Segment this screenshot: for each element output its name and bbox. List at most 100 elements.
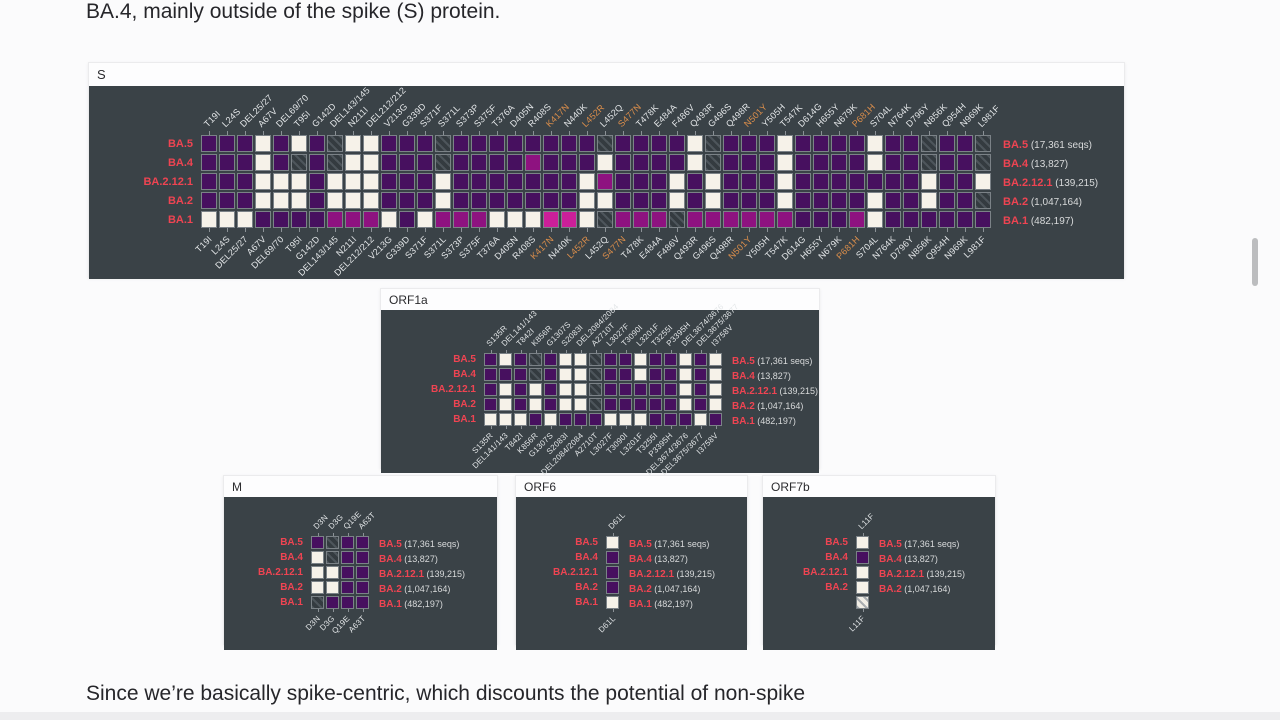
- tick-mark: [362, 533, 364, 536]
- heatmap-cell: [356, 536, 369, 549]
- heatmap-cell: [561, 211, 577, 228]
- heatmap-cell: [903, 192, 919, 209]
- tick-mark: [641, 228, 642, 232]
- heatmap-cell: [311, 596, 324, 609]
- heatmap-cell: [219, 192, 235, 209]
- row-label-right: BA.2.12.1 (139,215): [732, 381, 818, 399]
- heatmap-cell: [856, 581, 869, 594]
- tick-mark: [929, 131, 930, 135]
- heatmap-cell: [507, 154, 523, 171]
- heatmap-s: T19I L24S DEL25/27 A67V DEL69/70 T95I G142D DEL…: [89, 85, 1124, 279]
- heatmap-cell: [597, 135, 613, 152]
- tick-mark: [569, 228, 570, 232]
- heatmap-cell: [309, 211, 325, 228]
- tick-mark: [317, 533, 319, 536]
- heatmap-cell: [597, 192, 613, 209]
- bottom-bar: [0, 712, 1280, 720]
- heatmap-cell: [273, 135, 289, 152]
- tick-mark: [299, 228, 300, 232]
- heatmap-cell: [273, 154, 289, 171]
- tick-mark: [497, 228, 498, 232]
- heatmap-cell: [417, 192, 433, 209]
- heatmap-cell: [723, 154, 739, 171]
- row-label-name: BA.1: [629, 598, 652, 610]
- heatmap-cell: [219, 154, 235, 171]
- heatmap-cell: [453, 135, 469, 152]
- heatmap-cell: [856, 536, 869, 549]
- column-labels-top: S135R DEL141/143 T842I K856R G1307S S2083I DEL…: [381, 302, 819, 350]
- tick-mark: [389, 228, 390, 232]
- tick-mark: [520, 350, 522, 353]
- heatmap-cell: [453, 211, 469, 228]
- scrollbar-thumb[interactable]: [1252, 238, 1258, 286]
- row-label-name: BA.5: [629, 538, 652, 550]
- heatmap-cell: [341, 596, 354, 609]
- tick-mark: [245, 131, 246, 135]
- heatmap-cell: [453, 154, 469, 171]
- heatmap-cell: [795, 211, 811, 228]
- heatmap-cell: [634, 413, 647, 426]
- tick-mark: [685, 426, 687, 429]
- heatmap-cell: [634, 383, 647, 396]
- heatmap-row: [763, 596, 995, 609]
- heatmap-cell: [694, 398, 707, 411]
- heatmap-row: BA.2 BA.2 (1,047,164): [89, 192, 1124, 209]
- heatmap-cell: [574, 368, 587, 381]
- heatmap-cell: [255, 173, 271, 190]
- row-label-right: BA.2 (1,047,164): [1003, 192, 1082, 210]
- heatmap-cell: [399, 135, 415, 152]
- heatmap-row: BA.1 BA.1 (482,197): [89, 211, 1124, 228]
- heatmap-cell: [499, 368, 512, 381]
- heatmap-cell: [309, 135, 325, 152]
- heatmap-orf6: D61L BA.5 BA.5 (17,361 seqs) BA.4 BA.4 (13,8…: [516, 497, 747, 650]
- tick-mark: [749, 228, 750, 232]
- row-label-name: BA.5: [379, 538, 402, 550]
- heatmap-cell: [597, 154, 613, 171]
- heatmap-cell: [709, 368, 722, 381]
- tick-mark: [655, 426, 657, 429]
- tick-mark: [857, 228, 858, 232]
- column-labels-bottom: L11F: [763, 612, 995, 650]
- row-label-right: BA.5 (17,361 seqs): [732, 351, 812, 369]
- tick-mark: [767, 228, 768, 232]
- heatmap-cell: [759, 173, 775, 190]
- heatmap-cell: [634, 398, 647, 411]
- heatmap-cell: [723, 135, 739, 152]
- tick-mark: [965, 228, 966, 232]
- heatmap-cell: [679, 368, 692, 381]
- heatmap-cell: [327, 154, 343, 171]
- tick-mark: [785, 228, 786, 232]
- heatmap-cell: [856, 566, 869, 579]
- row-sequence-count: (13,827): [401, 553, 438, 564]
- heatmap-cell: [849, 135, 865, 152]
- row-sequence-count: (482,197): [1028, 215, 1074, 227]
- heatmap-cell: [499, 413, 512, 426]
- heatmap-cell: [606, 551, 619, 564]
- tick-mark: [803, 131, 804, 135]
- tick-mark: [821, 228, 822, 232]
- heatmap-cell: [619, 368, 632, 381]
- heatmap-cell: [345, 135, 361, 152]
- tick-mark: [533, 131, 534, 135]
- heatmap-cell: [813, 135, 829, 152]
- row-label-left: BA.4: [167, 156, 193, 169]
- row-sequence-count: (17,361 seqs): [651, 538, 710, 549]
- heatmap-cell: [664, 413, 677, 426]
- heatmap-cell: [885, 154, 901, 171]
- tick-mark: [443, 228, 444, 232]
- tick-mark: [425, 228, 426, 232]
- heatmap-cell: [363, 173, 379, 190]
- tick-mark: [767, 131, 768, 135]
- heatmap-cell: [311, 581, 324, 594]
- heatmap-cell: [694, 413, 707, 426]
- heatmap-row: BA.5 BA.5 (17,361 seqs): [381, 351, 819, 369]
- heatmap-cell: [435, 192, 451, 209]
- heatmap-cell: [484, 368, 497, 381]
- tick-mark: [893, 228, 894, 232]
- bottom-paragraph: Since we’re basically spike-centric, whi…: [86, 682, 806, 705]
- row-label-name: BA.2: [629, 583, 652, 595]
- row-label-name: BA.1: [1003, 214, 1029, 227]
- heatmap-cell: [499, 383, 512, 396]
- tick-mark: [612, 533, 614, 536]
- column-label: L11F: [856, 511, 876, 531]
